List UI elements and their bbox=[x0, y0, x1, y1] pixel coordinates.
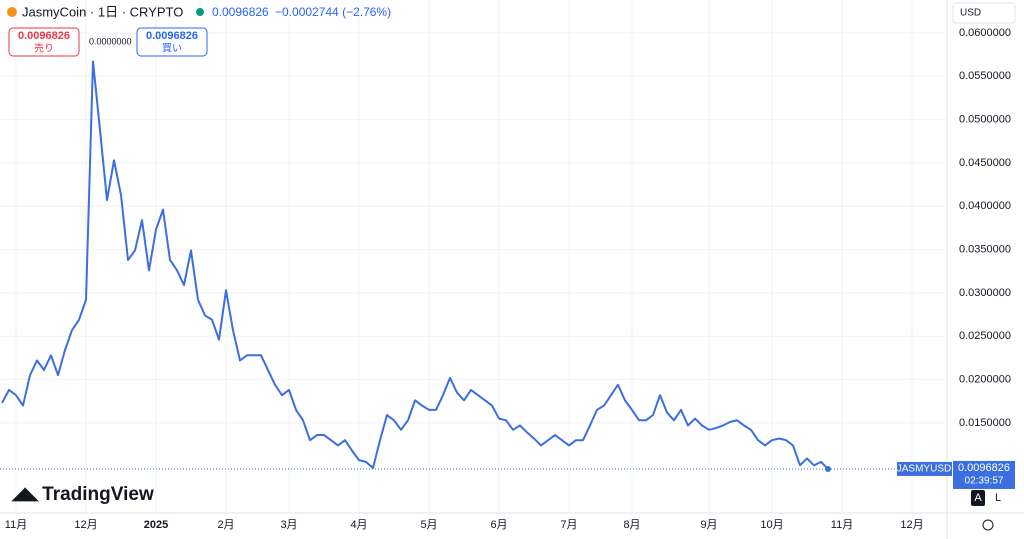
price: 0.0096826 bbox=[212, 5, 269, 19]
chart-title: JasmyCoin · 1日 · CRYPTO bbox=[22, 4, 183, 19]
logo-text: TradingView bbox=[42, 484, 154, 505]
status-dot bbox=[196, 8, 204, 16]
countdown: 02:39:57 bbox=[965, 476, 1004, 487]
y-tick-label: 0.0450000 bbox=[959, 157, 1011, 169]
x-tick-label: 2月 bbox=[217, 519, 234, 531]
y-tick-label: 0.0550000 bbox=[959, 70, 1011, 82]
sell-button[interactable]: 0.0096826 売り bbox=[8, 27, 80, 57]
y-tick-label: 0.0250000 bbox=[959, 330, 1011, 342]
x-tick-label: 6月 bbox=[490, 519, 507, 531]
y-tick-label: 0.0200000 bbox=[959, 373, 1011, 385]
y-tick-label: 0.0600000 bbox=[959, 27, 1011, 39]
auto-button[interactable] bbox=[971, 490, 985, 506]
last-point bbox=[825, 465, 831, 472]
symbol-tag-label: JASMYUSD bbox=[897, 464, 951, 475]
log-label[interactable]: L bbox=[995, 492, 1001, 504]
sell-box[interactable] bbox=[8, 27, 80, 57]
x-tick-label: 3月 bbox=[280, 519, 297, 531]
x-tick-label: 2025 bbox=[144, 519, 168, 531]
x-tick-label: 11月 bbox=[831, 519, 853, 531]
settings-icon[interactable] bbox=[982, 519, 994, 531]
currency[interactable]: USD bbox=[960, 8, 981, 19]
coin-icon bbox=[7, 7, 17, 17]
sell-price[interactable]: 0.0096826 bbox=[18, 30, 70, 42]
y-tick-label: 0.0300000 bbox=[959, 287, 1011, 299]
plot bbox=[0, 60, 947, 472]
x-tick-label: 10月 bbox=[760, 519, 783, 531]
currency-button[interactable] bbox=[952, 2, 1016, 24]
y-tick-label: 0.0500000 bbox=[959, 113, 1011, 125]
x-tick-label: 7月 bbox=[560, 519, 577, 531]
buy-price[interactable]: 0.0096826 bbox=[146, 30, 198, 42]
price-tag-label: 0.0096826 bbox=[958, 462, 1010, 474]
y-tick-label: 0.0150000 bbox=[959, 417, 1011, 429]
buy-button[interactable]: 0.0096826 買い bbox=[136, 27, 208, 57]
x-tick-label: 4月 bbox=[350, 519, 367, 531]
logo: ◢◣ TradingView bbox=[11, 484, 154, 505]
x-tick-label: 8月 bbox=[623, 519, 640, 531]
x-tick-label: 12月 bbox=[74, 519, 97, 531]
x-tick-label: 5月 bbox=[420, 519, 437, 531]
price-tag bbox=[953, 460, 1015, 489]
buy-label[interactable]: 買い bbox=[162, 43, 182, 55]
x-tick-label: 9月 bbox=[700, 519, 717, 531]
price-line bbox=[1, 60, 829, 470]
change: −0.0002744 (−2.76%) bbox=[275, 5, 391, 19]
sell-label[interactable]: 売り bbox=[34, 42, 54, 55]
symbol-tag bbox=[897, 461, 952, 476]
buy-box[interactable] bbox=[136, 27, 208, 57]
auto-label[interactable]: A bbox=[974, 492, 982, 504]
y-tick-label: 0.0350000 bbox=[959, 243, 1011, 255]
x-tick-label: 12月 bbox=[900, 519, 923, 531]
grid bbox=[0, 0, 947, 513]
x-tick-label: 11月 bbox=[5, 519, 27, 531]
high-label: 0.0000000 bbox=[89, 36, 132, 46]
y-tick-label: 0.0400000 bbox=[959, 200, 1011, 212]
